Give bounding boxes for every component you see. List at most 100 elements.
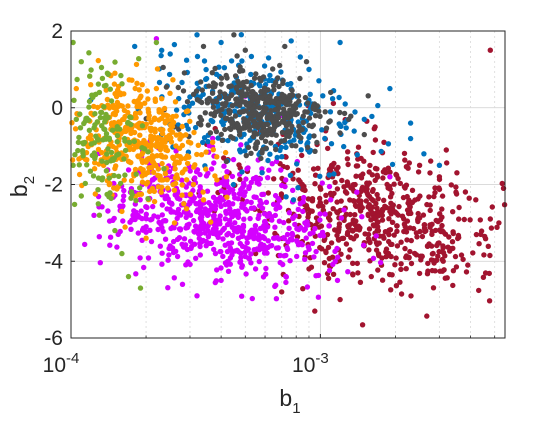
scatter-point	[265, 175, 271, 181]
scatter-point	[222, 126, 228, 133]
scatter-point	[289, 112, 295, 118]
scatter-point	[350, 260, 356, 266]
scatter-point	[269, 131, 275, 138]
scatter-point	[332, 248, 338, 255]
scatter-point	[138, 93, 144, 99]
scatter-point	[279, 289, 285, 295]
scatter-point	[190, 217, 197, 224]
scatter-point	[82, 241, 88, 248]
scatter-point	[104, 70, 111, 76]
scatter-point	[72, 152, 78, 158]
scatter-point	[109, 127, 116, 133]
scatter-point	[258, 155, 264, 162]
scatter-point	[320, 233, 327, 239]
scatter-point	[159, 96, 165, 102]
scatter-point	[266, 167, 272, 173]
scatter-point	[161, 112, 167, 118]
scatter-point	[275, 195, 281, 202]
scatter-point	[272, 212, 278, 219]
scatter-point	[283, 144, 289, 151]
x-tick-label: 10-3	[292, 350, 329, 377]
scatter-point	[134, 80, 140, 87]
scatter-point	[373, 247, 380, 253]
scatter-point	[226, 217, 233, 224]
scatter-point	[264, 250, 270, 256]
scatter-point	[294, 238, 300, 245]
scatter-point	[237, 149, 244, 155]
scatter-point	[203, 149, 209, 155]
scatter-point	[197, 114, 203, 121]
scatter-point	[327, 109, 334, 115]
scatter-point	[139, 157, 145, 163]
scatter-point	[188, 245, 194, 252]
scatter-point	[132, 166, 139, 173]
scatter-point	[205, 170, 211, 176]
scatter-point	[134, 144, 140, 150]
scatter-point	[358, 175, 365, 181]
scatter-point	[206, 143, 212, 149]
scatter-point	[131, 98, 137, 105]
scatter-point	[383, 170, 389, 176]
scatter-point	[366, 226, 373, 232]
scatter-point	[341, 184, 347, 190]
scatter-point	[337, 39, 343, 46]
scatter-point	[280, 80, 286, 87]
scatter-point	[325, 244, 332, 251]
scatter-point	[248, 71, 254, 78]
scatter-point	[152, 98, 159, 105]
scatter-point	[205, 122, 211, 128]
scatter-point	[326, 267, 333, 274]
scatter-point	[151, 213, 157, 219]
scatter-point	[239, 243, 246, 249]
scatter-point	[164, 147, 171, 154]
scatter-point	[334, 277, 341, 284]
scatter-point	[350, 198, 357, 204]
scatter-point	[239, 262, 245, 269]
scatter-point	[278, 191, 285, 197]
scatter-point	[160, 64, 166, 71]
scatter-point	[428, 158, 434, 164]
scatter-point	[126, 144, 132, 150]
scatter-point	[243, 271, 249, 277]
scatter-point	[352, 109, 358, 115]
scatter-point	[222, 103, 228, 109]
scatter-point	[444, 160, 450, 166]
scatter-point	[103, 87, 109, 93]
scatter-point	[138, 208, 144, 214]
scatter-point	[350, 272, 356, 278]
scatter-point	[126, 139, 133, 145]
scatter-point	[254, 246, 260, 252]
scatter-point	[292, 221, 298, 228]
scatter-point	[234, 53, 240, 59]
scatter-point	[346, 116, 352, 123]
scatter-point	[197, 215, 204, 221]
scatter-point	[326, 223, 332, 229]
scatter-point	[97, 260, 104, 266]
scatter-point	[312, 172, 319, 178]
scatter-point	[139, 123, 146, 129]
scatter-point	[272, 283, 278, 290]
scatter-point	[204, 97, 210, 103]
scatter-point	[300, 119, 306, 126]
scatter-point	[286, 218, 292, 224]
scatter-point	[219, 137, 225, 143]
scatter-point	[284, 246, 291, 253]
scatter-point	[104, 159, 110, 166]
scatter-point	[332, 258, 338, 265]
scatter-point	[238, 142, 244, 148]
scatter-point	[345, 269, 351, 275]
scatter-point	[454, 170, 460, 176]
scatter-point	[71, 201, 78, 208]
scatter-point	[151, 169, 157, 175]
scatter-point	[120, 218, 126, 224]
scatter-point	[145, 106, 151, 113]
scatter-point	[194, 32, 200, 38]
scatter-point	[466, 195, 472, 201]
scatter-point	[137, 197, 143, 203]
scatter-point	[139, 82, 145, 88]
scatter-point	[374, 191, 380, 198]
scatter-point	[249, 295, 255, 302]
scatter-point	[119, 204, 125, 211]
scatter-point	[301, 194, 307, 201]
scatter-point	[150, 203, 156, 210]
